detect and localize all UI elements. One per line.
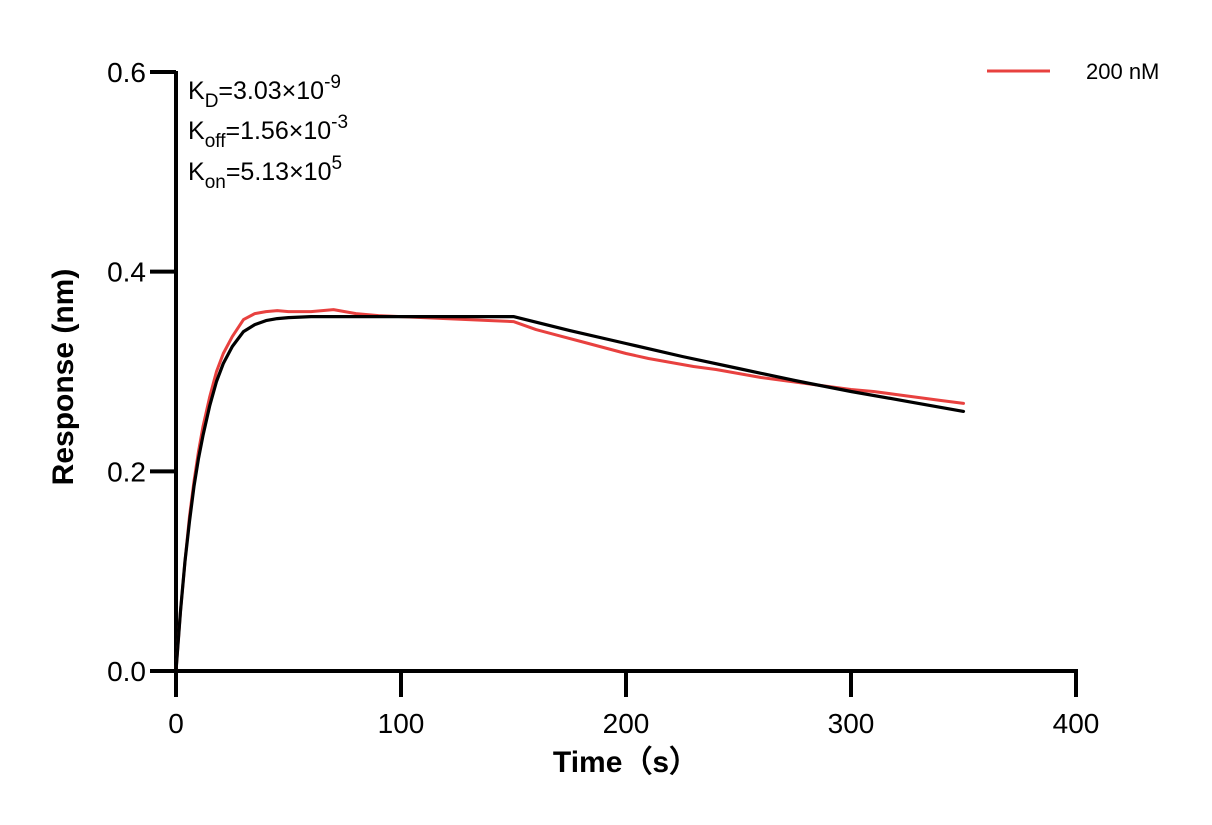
x-axis-title: Time（s）	[553, 745, 699, 779]
annotation-kon-sub: on	[205, 172, 226, 193]
y-tick-label-2: 0.4	[107, 257, 146, 288]
series-lines	[176, 310, 964, 671]
x-tick-label-400: 400	[1053, 708, 1100, 739]
fit-curve-line	[176, 317, 964, 671]
annotation-koff-sup: -3	[331, 112, 348, 133]
annotation-kon: Kon=5.13×105	[188, 153, 342, 193]
annotation-kd-sup: -9	[324, 72, 341, 93]
x-tick-label-300: 300	[828, 708, 875, 739]
annotation-kd-sub: D	[205, 91, 219, 112]
series-line-200nm	[176, 310, 964, 671]
y-tick-label-1: 0.2	[107, 456, 146, 487]
x-tick-label-200: 200	[603, 708, 650, 739]
annotations: KD=3.03×10-9 Koff=1.56×10-3 Kon=5.13×105	[188, 72, 348, 193]
legend-label-200nm: 200 nM	[1086, 59, 1159, 84]
x-tick-label-0: 0	[168, 708, 184, 739]
annotation-koff: Koff=1.56×10-3	[188, 112, 348, 152]
y-tick-label-3: 0.6	[107, 57, 146, 88]
x-tick-label-100: 100	[378, 708, 425, 739]
annotation-kon-sup: 5	[332, 153, 343, 174]
annotation-kd: KD=3.03×10-9	[188, 72, 341, 112]
y-axis-title: Response (nm)	[47, 269, 80, 486]
legend: 200 nM	[987, 59, 1159, 84]
annotation-koff-sub: off	[205, 131, 227, 152]
y-tick-label-0: 0.0	[107, 656, 146, 687]
